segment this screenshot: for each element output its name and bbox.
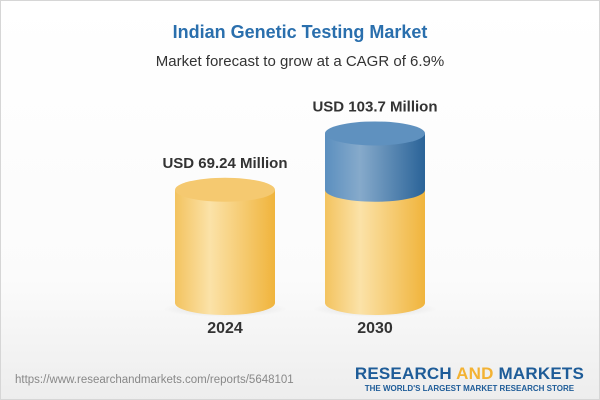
chart-subtitle: Market forecast to grow at a CAGR of 6.9… [155,53,445,70]
bar-2030-base [325,189,425,315]
source-url[interactable]: https://www.researchandmarkets.com/repor… [15,374,294,386]
cylinder-top [325,121,425,146]
data-label: USD 69.24 Million [162,155,287,172]
category-label: 2030 [357,320,393,337]
category-label: 2024 [207,320,243,337]
data-label: USD 103.7 Million [312,98,437,115]
chart-title: Indian Genetic Testing Market [172,22,428,42]
research-and-markets-logo: RESEARCH AND MARKETS THE WORLD'S LARGEST… [354,364,584,394]
bar-2030-growth [325,133,425,202]
cylinder-top [175,177,275,202]
bar-2024-base [175,189,275,315]
